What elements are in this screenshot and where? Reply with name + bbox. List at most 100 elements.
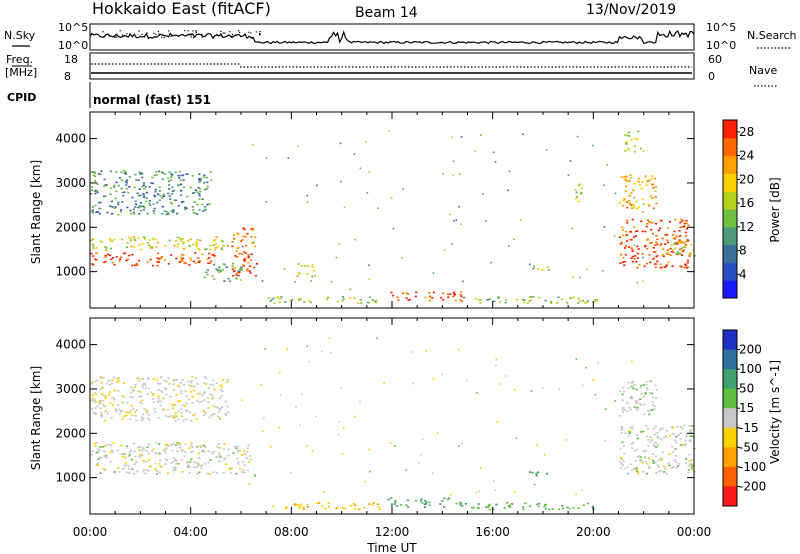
range-cell xyxy=(459,293,462,296)
range-cell xyxy=(442,299,445,301)
range-cell xyxy=(234,255,237,257)
range-cell xyxy=(111,379,114,381)
velocity-colorbar-segment xyxy=(723,466,737,487)
range-cell xyxy=(636,257,640,259)
range-cell xyxy=(189,381,193,384)
range-cell xyxy=(298,299,301,301)
range-cell xyxy=(143,194,146,197)
range-cell xyxy=(622,386,625,389)
range-cell xyxy=(645,262,649,265)
range-cell xyxy=(180,459,184,461)
y-tick-label: 4000 xyxy=(55,132,86,146)
range-cell xyxy=(126,242,129,244)
nsearch-dot xyxy=(91,33,93,35)
range-cell xyxy=(528,471,532,473)
range-cell-sparse xyxy=(299,424,301,427)
range-cell xyxy=(177,204,180,207)
range-cell xyxy=(189,186,192,189)
range-cell xyxy=(578,184,581,186)
range-cell xyxy=(572,296,576,299)
range-cell xyxy=(237,461,240,463)
range-cell xyxy=(130,245,133,248)
range-cell xyxy=(401,292,405,295)
range-cell xyxy=(577,507,580,509)
range-cell xyxy=(231,245,234,248)
range-cell xyxy=(654,433,657,436)
range-cell xyxy=(252,227,255,230)
range-cell xyxy=(185,409,188,412)
range-cell xyxy=(241,239,244,241)
range-cell xyxy=(142,378,145,380)
range-cell xyxy=(637,130,640,133)
range-cell-sparse xyxy=(496,421,498,423)
range-cell xyxy=(686,259,689,262)
nsearch-dot xyxy=(147,37,149,39)
range-cell xyxy=(644,393,647,395)
range-cell xyxy=(585,301,588,304)
range-cell xyxy=(632,236,636,238)
range-cell xyxy=(239,468,242,470)
range-cell xyxy=(460,300,463,302)
range-cell xyxy=(190,380,193,382)
x-axis-label: Time UT xyxy=(366,541,417,554)
range-cell xyxy=(148,186,151,188)
range-cell xyxy=(196,473,199,475)
range-cell-sparse xyxy=(475,491,478,494)
range-cell-sparse xyxy=(642,256,644,259)
range-cell xyxy=(631,386,634,389)
range-cell xyxy=(130,391,133,394)
range-cell xyxy=(163,259,167,261)
range-cell-sparse xyxy=(529,263,531,266)
range-cell xyxy=(204,412,207,414)
range-cell xyxy=(390,503,393,505)
nsearch-tick-top: 10^5 xyxy=(706,21,736,34)
radar-title: Hokkaido East (fitACF) xyxy=(92,0,271,18)
range-cell xyxy=(633,258,636,260)
range-cell xyxy=(159,404,162,407)
range-cell xyxy=(121,410,124,412)
range-cell xyxy=(190,419,193,422)
range-cell xyxy=(369,296,372,299)
range-cell xyxy=(181,260,184,262)
range-cell xyxy=(152,393,155,395)
range-cell-sparse xyxy=(640,147,642,150)
range-cell xyxy=(495,503,498,506)
range-cell xyxy=(141,399,144,402)
range-cell xyxy=(142,384,145,386)
range-cell xyxy=(158,186,161,189)
range-cell xyxy=(649,408,652,411)
range-cell xyxy=(143,237,147,240)
range-cell xyxy=(125,464,128,466)
range-cell xyxy=(688,255,691,257)
range-cell xyxy=(101,403,105,406)
range-cell xyxy=(95,413,98,415)
range-cell xyxy=(123,415,126,417)
range-cell xyxy=(179,446,182,449)
range-cell xyxy=(324,507,327,510)
range-cell xyxy=(557,296,560,299)
range-cell xyxy=(183,455,186,457)
range-cell xyxy=(636,245,639,248)
range-cell xyxy=(629,463,632,465)
range-cell xyxy=(177,463,180,465)
range-cell xyxy=(215,472,219,474)
range-cell xyxy=(151,245,154,248)
range-cell xyxy=(267,297,270,299)
range-cell xyxy=(582,299,585,302)
range-cell xyxy=(673,242,676,244)
range-cell xyxy=(689,462,692,465)
nsearch-dot xyxy=(229,31,231,33)
range-cell xyxy=(523,299,526,301)
range-cell xyxy=(194,252,197,254)
range-cell xyxy=(199,446,203,448)
range-cell xyxy=(652,427,655,430)
power-colorbar-segment xyxy=(723,209,737,228)
range-cell xyxy=(124,462,127,464)
range-cell xyxy=(135,263,138,266)
range-cell xyxy=(212,253,215,256)
range-cell xyxy=(247,261,250,264)
range-cell xyxy=(681,427,684,430)
range-cell xyxy=(104,256,107,258)
nsearch-dot xyxy=(161,36,163,38)
range-cell xyxy=(132,212,136,215)
